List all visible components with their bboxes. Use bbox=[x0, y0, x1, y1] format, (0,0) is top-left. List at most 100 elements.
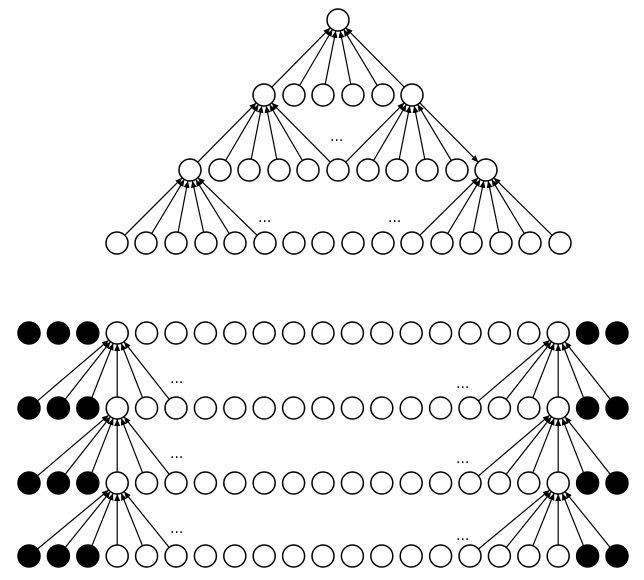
bottom-grid-nodes bbox=[17, 321, 629, 568]
grid-open-node bbox=[428, 544, 453, 568]
tree-level3-node bbox=[459, 231, 483, 255]
grid-edge-right-row3-17 bbox=[532, 492, 555, 547]
bottom-ellipsis-row2-right: ... bbox=[456, 451, 469, 467]
tree-level2-node bbox=[178, 158, 202, 182]
tree-level2-node bbox=[296, 158, 320, 182]
grid-open-node bbox=[193, 471, 218, 495]
tree-level2-node bbox=[385, 158, 409, 182]
grid-filled-node bbox=[605, 471, 629, 495]
grid-filled-node bbox=[46, 396, 71, 420]
grid-edge-left-row3-4 bbox=[120, 492, 144, 547]
top-ellipsis-level3-left: ... bbox=[258, 210, 271, 226]
grid-open-node bbox=[517, 396, 541, 420]
tree-level1-node bbox=[341, 83, 365, 107]
grid-open-node bbox=[311, 396, 335, 420]
tree-level3-node bbox=[134, 231, 158, 255]
tree-edge-l3-left-3 bbox=[190, 180, 205, 233]
bottom-grid-edges bbox=[37, 339, 611, 550]
tree-level2-node bbox=[415, 158, 439, 182]
tree-level1-node bbox=[252, 83, 276, 107]
grid-open-node bbox=[164, 471, 188, 495]
grid-open-node bbox=[458, 396, 482, 420]
tree-edge-l1-5 bbox=[345, 27, 405, 88]
tree-level2-node bbox=[237, 158, 261, 182]
grid-open-node bbox=[428, 471, 453, 495]
grid-filled-node bbox=[575, 396, 600, 420]
grid-open-node bbox=[164, 396, 188, 420]
grid-open-node bbox=[223, 544, 247, 568]
tree-edge-l2-left-4 bbox=[269, 104, 303, 161]
grid-edge-left-row3-0 bbox=[37, 489, 110, 550]
grid-open-node bbox=[164, 321, 188, 345]
grid-edge-right-row3-16 bbox=[505, 491, 552, 548]
grid-edge-left-row1-2 bbox=[91, 342, 114, 399]
tree-level3-node bbox=[105, 231, 129, 255]
tree-level2-node bbox=[356, 158, 380, 182]
grid-edge-right-row1-19 bbox=[561, 342, 585, 399]
grid-edge-right-row2-16 bbox=[505, 416, 552, 475]
grid-open-node bbox=[134, 396, 159, 420]
tree-level3-node bbox=[223, 231, 247, 255]
tree-level1-node bbox=[371, 83, 395, 107]
grid-edge-left-row2-2 bbox=[91, 417, 114, 474]
grid-open-node bbox=[487, 321, 512, 345]
grid-edge-right-row3-20 bbox=[564, 491, 611, 548]
grid-open-node bbox=[370, 321, 394, 345]
tree-level2-node bbox=[474, 158, 498, 182]
grid-open-node bbox=[134, 544, 159, 568]
grid-open-node bbox=[105, 471, 129, 495]
tree-edge-l3-left-0 bbox=[124, 177, 183, 236]
tree-edge-l3-left-4 bbox=[195, 179, 230, 234]
tree-edge-l2-right-4 bbox=[417, 104, 452, 161]
tree-level3-node bbox=[341, 231, 365, 255]
grid-open-node bbox=[487, 471, 512, 495]
grid-open-node bbox=[399, 471, 423, 495]
bottom-ellipsis-row1-right: ... bbox=[456, 376, 469, 392]
tree-edge-l1-2 bbox=[324, 30, 338, 85]
top-tree-nodes bbox=[105, 8, 572, 255]
tree-edge-l2-left-1 bbox=[225, 104, 259, 161]
grid-open-node bbox=[311, 471, 335, 495]
tree-level3-node bbox=[164, 231, 188, 255]
grid-open-node bbox=[487, 544, 512, 568]
tree-level2-node bbox=[208, 158, 232, 182]
grid-edge-right-row1-16 bbox=[505, 341, 552, 400]
tree-level1-node bbox=[400, 83, 424, 107]
tree-edge-l2-right-0 bbox=[345, 102, 405, 163]
tree-edge-l2-left-2 bbox=[250, 105, 264, 160]
tree-edge-l1-4 bbox=[343, 29, 378, 86]
grid-open-node bbox=[340, 471, 365, 495]
grid-open-node bbox=[546, 471, 570, 495]
grid-open-node bbox=[164, 544, 188, 568]
tree-edge-l3-left-2 bbox=[177, 180, 190, 233]
grid-edge-left-row3-5 bbox=[123, 491, 170, 548]
tree-edge-l3-right-5 bbox=[493, 177, 553, 236]
grid-open-node bbox=[105, 544, 129, 568]
grid-open-node bbox=[311, 544, 335, 568]
tree-level3-node bbox=[311, 231, 335, 255]
tree-level3-node bbox=[253, 231, 277, 255]
tree-level3-node bbox=[548, 231, 572, 255]
grid-edge-right-row3-15 bbox=[478, 489, 551, 550]
grid-filled-node bbox=[575, 544, 600, 568]
grid-open-node bbox=[281, 544, 306, 568]
grid-open-node bbox=[428, 321, 453, 345]
grid-edge-left-row3-1 bbox=[64, 491, 111, 548]
grid-edge-right-row3-19 bbox=[561, 492, 585, 547]
tree-level1-node bbox=[282, 83, 306, 107]
top-tree-edges bbox=[124, 27, 553, 236]
grid-open-node bbox=[252, 396, 276, 420]
grid-open-node bbox=[223, 321, 247, 345]
grid-filled-node bbox=[17, 321, 41, 345]
tree-edge-l3-left-5 bbox=[197, 177, 258, 236]
grid-open-node bbox=[281, 396, 306, 420]
bottom-ellipsis-row3-left: ... bbox=[170, 521, 183, 537]
grid-filled-node bbox=[46, 321, 71, 345]
grid-edge-left-row3-2 bbox=[91, 492, 114, 547]
tree-edge-l2-right-5 bbox=[419, 102, 479, 163]
grid-filled-node bbox=[605, 321, 629, 345]
grid-edge-left-row2-5 bbox=[123, 416, 170, 475]
grid-open-node bbox=[252, 471, 276, 495]
tree-edge-l3-right-3 bbox=[486, 180, 500, 233]
grid-filled-node bbox=[76, 321, 100, 345]
